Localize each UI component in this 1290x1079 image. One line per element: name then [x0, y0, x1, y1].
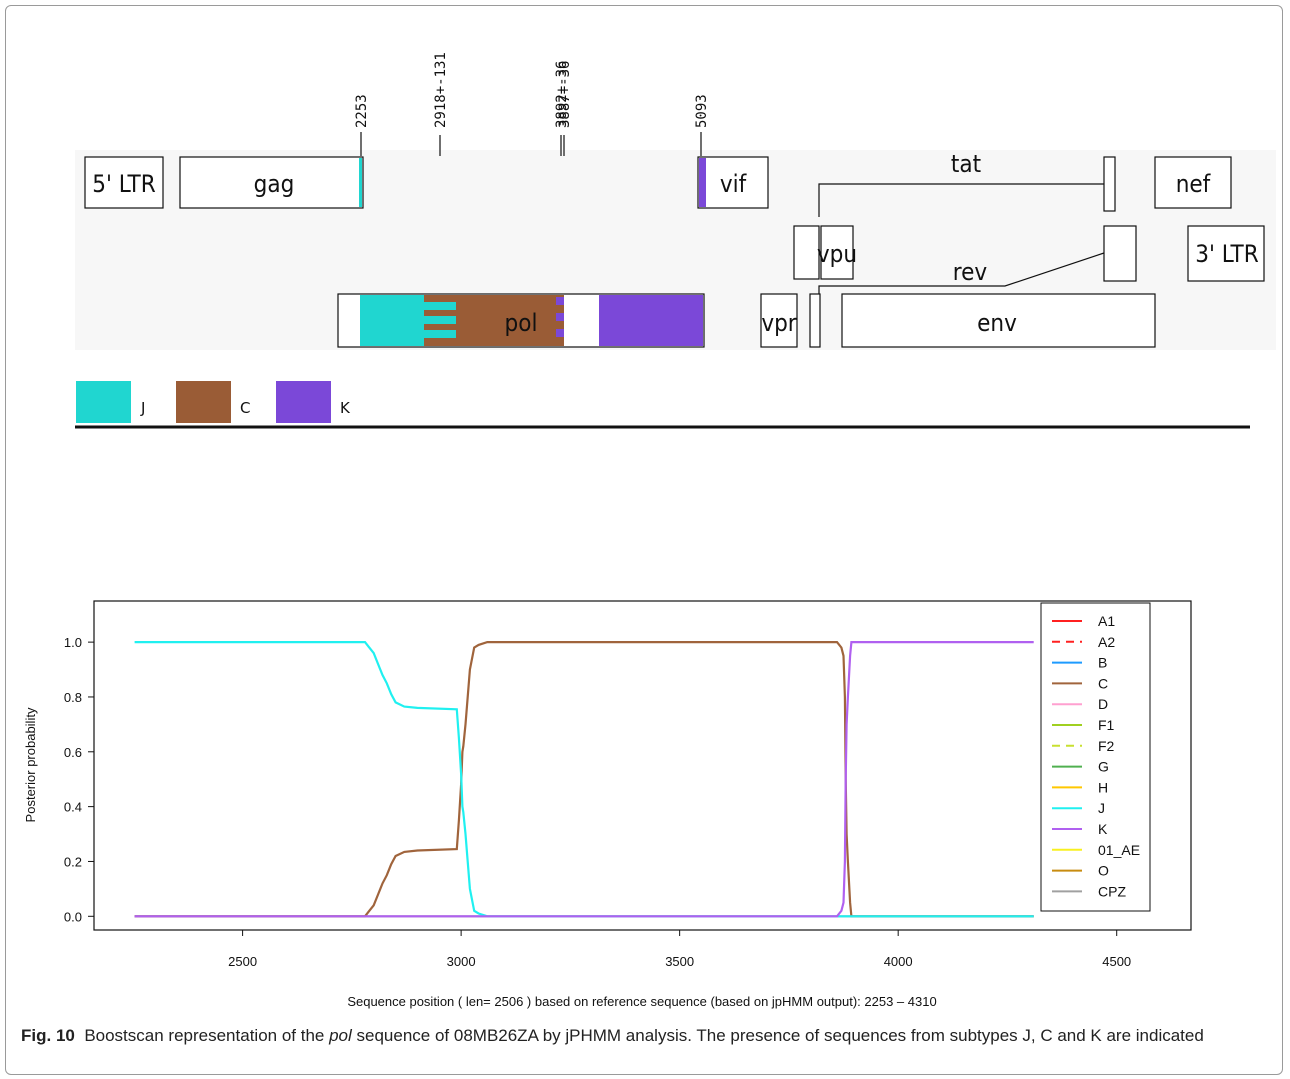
legend-label-f2: F2: [1098, 738, 1115, 754]
subtype-label-j: J: [140, 399, 145, 417]
subtype-swatch-k: [276, 381, 331, 423]
caption-label: Fig. 10: [21, 1026, 75, 1045]
pol-stripe-k-1: [556, 297, 564, 305]
series-lines: [134, 640, 1034, 918]
y-axis: 0.0 0.2 0.4 0.6 0.8 1.0: [64, 635, 94, 924]
series-line-c: [134, 640, 1034, 918]
y-tick-label: 0.0: [64, 909, 82, 924]
legend-label-o: O: [1098, 863, 1109, 879]
gene-3ltr: [1187, 225, 1265, 282]
gene-rev-exon1: [809, 293, 821, 348]
marker-label-1: 2253: [354, 94, 370, 128]
plot-frame: [93, 600, 1192, 931]
y-tick-label: 0.2: [64, 854, 82, 869]
x-axis-label: Sequence position ( len= 2506 ) based on…: [347, 994, 936, 1009]
legend-label-a1: A1: [1098, 613, 1115, 629]
legend-box: [1040, 602, 1151, 912]
gene-tat-exon1: [793, 225, 820, 280]
caption-italic: pol: [329, 1026, 352, 1045]
gene-tat-exon2: [1103, 156, 1116, 212]
legend-label-b: B: [1098, 655, 1107, 671]
marker-label-3: 3892+-36: [554, 61, 570, 128]
subtype-swatch-c: [176, 381, 231, 423]
x-tick-label: 4500: [1102, 954, 1131, 969]
gene-env: [841, 293, 1156, 348]
series-line-j: [134, 640, 1034, 918]
gene-vif-label: vif: [720, 170, 748, 198]
legend-label-01_ae: 01_AE: [1098, 842, 1140, 858]
subtype-legend: J C K: [76, 381, 351, 423]
y-tick-label: 1.0: [64, 635, 82, 650]
pol-segment-j: [360, 295, 424, 346]
marker-label-2: 2918+-131: [433, 52, 449, 128]
gene-vpu-label: vpu: [817, 240, 857, 268]
pol-stripe-j-1: [424, 302, 456, 310]
gene-pol-label: pol: [505, 309, 538, 337]
x-tick-label: 4000: [884, 954, 913, 969]
gene-5ltr: [84, 156, 164, 209]
subtype-label-c: C: [240, 399, 250, 417]
gene-tat-label: tat: [951, 150, 981, 178]
gene-3ltr-label: 3' LTR: [1195, 240, 1258, 268]
subtype-swatch-j: [76, 381, 131, 423]
pol-stripe-k-2: [556, 313, 564, 321]
subtype-label-k: K: [340, 399, 351, 417]
gene-gag-label: gag: [254, 170, 295, 198]
pol-stripe-j-2: [424, 316, 456, 324]
y-tick-label: 0.6: [64, 745, 82, 760]
gene-env-label: env: [977, 309, 1017, 337]
y-tick-label: 0.8: [64, 690, 82, 705]
gag-subtype-j-segment: [359, 158, 362, 207]
x-tick-label: 3500: [665, 954, 694, 969]
legend-label-f1: F1: [1098, 717, 1115, 733]
rev-connector: [818, 252, 1105, 296]
y-axis-label: Posterior probability: [23, 707, 38, 822]
gene-vpu: [820, 225, 854, 280]
pol-stripe-k-3: [556, 329, 564, 337]
gene-vpr-label: vpr: [761, 309, 796, 337]
gene-rev-label: rev: [953, 258, 988, 286]
tat-connector: [818, 183, 1105, 217]
legend-label-c: C: [1098, 675, 1108, 691]
marker-label-4: 3887+-36: [557, 61, 573, 128]
legend-label-cpz: CPZ: [1098, 883, 1126, 899]
y-tick-label: 0.4: [64, 800, 82, 815]
x-axis: 2500 3000 3500 4000 4500: [228, 930, 1131, 969]
pol-segment-k: [599, 295, 703, 346]
gene-vif: [697, 156, 769, 209]
gene-vpr: [760, 293, 798, 348]
legend-label-d: D: [1098, 696, 1108, 712]
position-markers: 2253 2918+-131 3892+-36 3887+-36 5093: [354, 52, 710, 156]
legend-label-k: K: [1098, 821, 1108, 837]
pol-stripe-j-3: [424, 330, 456, 338]
series-line-k: [134, 640, 1034, 918]
gene-gag: [179, 156, 364, 209]
legend-label-a2: A2: [1098, 634, 1115, 650]
figure-caption: Fig. 10 Boostscan representation of the …: [21, 1025, 1271, 1047]
caption-text-1: Boostscan representation of the: [84, 1026, 325, 1045]
genome-map: 2253 2918+-131 3892+-36 3887+-36 5093 5'…: [75, 52, 1276, 429]
gene-5ltr-label: 5' LTR: [92, 170, 155, 198]
figure-frame: [5, 5, 1283, 1075]
vif-subtype-k-segment: [699, 158, 706, 207]
pol-subtype-segments: [360, 295, 703, 346]
caption-text-2: sequence of 08MB26ZA by jPHMM analysis. …: [356, 1026, 1204, 1045]
legend-label-h: H: [1098, 779, 1108, 795]
legend-label-j: J: [1098, 800, 1105, 816]
x-tick-label: 3000: [447, 954, 476, 969]
legend-label-g: G: [1098, 759, 1109, 775]
gene-nef: [1154, 156, 1232, 209]
x-tick-label: 2500: [228, 954, 257, 969]
gene-nef-label: nef: [1176, 170, 1212, 198]
marker-label-5: 5093: [694, 94, 710, 128]
